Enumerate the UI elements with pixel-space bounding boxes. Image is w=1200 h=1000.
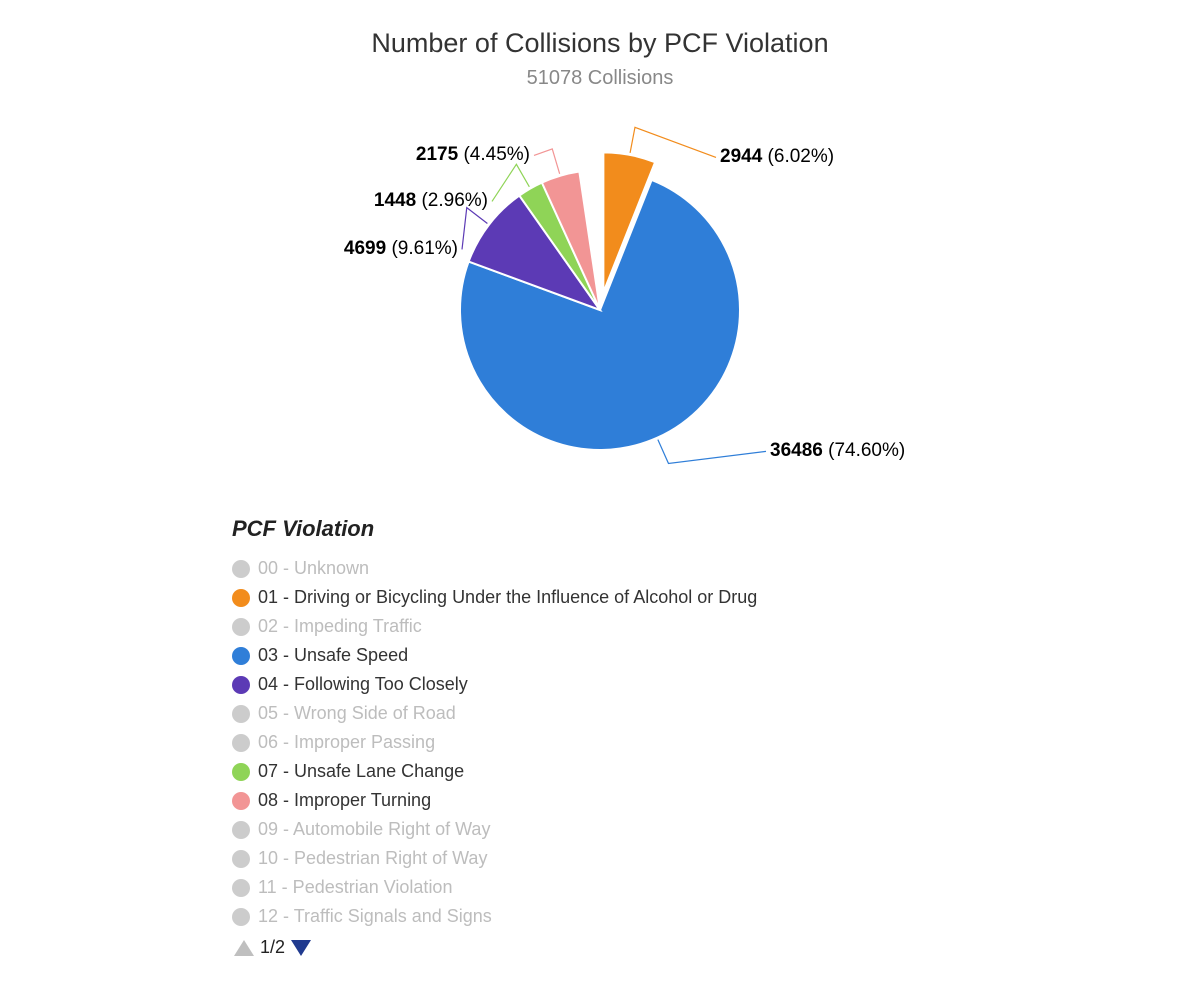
legend-marker-icon [232, 589, 250, 607]
data-label-08: 2175 (4.45%) [416, 144, 530, 166]
legend-marker-icon [232, 676, 250, 694]
pie-area: 2944 (6.02%) 36486 (74.60%) 4699 (9.61%) 14… [0, 0, 1200, 500]
legend-item-label: 02 - Impeding Traffic [258, 616, 422, 637]
pager-prev-button[interactable] [234, 940, 254, 956]
legend-item-label: 06 - Improper Passing [258, 732, 435, 753]
legend-item-label: 07 - Unsafe Lane Change [258, 761, 464, 782]
data-label-pct: (74.60%) [823, 440, 905, 461]
connector-03 [658, 440, 766, 464]
legend-marker-icon [232, 763, 250, 781]
pager-next-button[interactable] [291, 940, 311, 956]
legend-item-02[interactable]: 02 - Impeding Traffic [232, 612, 757, 641]
data-label-pct: (9.61%) [386, 238, 458, 259]
legend-item-label: 08 - Improper Turning [258, 790, 431, 811]
legend-item-07[interactable]: 07 - Unsafe Lane Change [232, 757, 757, 786]
legend-item-00[interactable]: 00 - Unknown [232, 554, 757, 583]
legend-item-06[interactable]: 06 - Improper Passing [232, 728, 757, 757]
data-label-value: 4699 [344, 238, 386, 259]
data-label-value: 2175 [416, 144, 458, 165]
legend-item-10[interactable]: 10 - Pedestrian Right of Way [232, 844, 757, 873]
connector-01 [630, 127, 716, 157]
legend-marker-icon [232, 647, 250, 665]
legend-item-label: 04 - Following Too Closely [258, 674, 468, 695]
legend-item-label: 12 - Traffic Signals and Signs [258, 906, 492, 927]
data-label-pct: (6.02%) [762, 146, 834, 167]
legend-marker-icon [232, 879, 250, 897]
legend-item-label: 01 - Driving or Bicycling Under the Infl… [258, 587, 757, 608]
legend-item-label: 05 - Wrong Side of Road [258, 703, 456, 724]
data-label-value: 1448 [374, 190, 416, 211]
legend-marker-icon [232, 821, 250, 839]
legend-marker-icon [232, 705, 250, 723]
data-label-value: 2944 [720, 146, 762, 167]
legend-item-03[interactable]: 03 - Unsafe Speed [232, 641, 757, 670]
legend-items: 00 - Unknown 01 - Driving or Bicycling Un… [232, 554, 757, 931]
data-label-01: 2944 (6.02%) [720, 146, 834, 168]
legend-item-09[interactable]: 09 - Automobile Right of Way [232, 815, 757, 844]
data-label-pct: (4.45%) [458, 144, 530, 165]
data-label-value: 36486 [770, 440, 823, 461]
legend-item-05[interactable]: 05 - Wrong Side of Road [232, 699, 757, 728]
legend-item-label: 11 - Pedestrian Violation [258, 877, 452, 898]
legend-item-08[interactable]: 08 - Improper Turning [232, 786, 757, 815]
data-label-03: 36486 (74.60%) [770, 440, 905, 462]
pie-chart [0, 0, 1200, 500]
legend-marker-icon [232, 908, 250, 926]
legend-item-label: 09 - Automobile Right of Way [258, 819, 490, 840]
data-label-07: 1448 (2.96%) [374, 190, 488, 212]
data-label-04: 4699 (9.61%) [344, 238, 458, 260]
legend-item-04[interactable]: 04 - Following Too Closely [232, 670, 757, 699]
legend-item-01[interactable]: 01 - Driving or Bicycling Under the Infl… [232, 583, 757, 612]
legend-marker-icon [232, 560, 250, 578]
legend-marker-icon [232, 734, 250, 752]
pager-text: 1/2 [260, 937, 285, 958]
legend-item-label: 00 - Unknown [258, 558, 369, 579]
legend-item-label: 03 - Unsafe Speed [258, 645, 408, 666]
legend: PCF Violation 00 - Unknown 01 - Driving o… [232, 516, 757, 958]
legend-marker-icon [232, 792, 250, 810]
legend-item-label: 10 - Pedestrian Right of Way [258, 848, 487, 869]
legend-title: PCF Violation [232, 516, 757, 542]
legend-item-11[interactable]: 11 - Pedestrian Violation [232, 873, 757, 902]
legend-pager: 1/2 [234, 937, 757, 958]
legend-item-12[interactable]: 12 - Traffic Signals and Signs [232, 902, 757, 931]
legend-marker-icon [232, 850, 250, 868]
legend-marker-icon [232, 618, 250, 636]
connector-08 [534, 149, 560, 174]
data-label-pct: (2.96%) [416, 190, 488, 211]
